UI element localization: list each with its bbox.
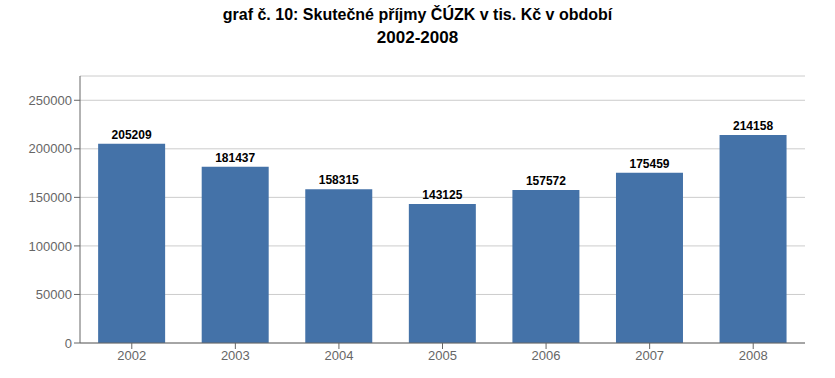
svg-text:158315: 158315 — [319, 173, 359, 187]
svg-text:0: 0 — [65, 336, 72, 351]
svg-text:200000: 200000 — [29, 141, 72, 156]
svg-text:205209: 205209 — [112, 128, 152, 142]
svg-text:143125: 143125 — [422, 188, 462, 202]
svg-text:250000: 250000 — [29, 93, 72, 108]
svg-text:157572: 157572 — [526, 174, 566, 188]
svg-text:150000: 150000 — [29, 190, 72, 205]
svg-text:50000: 50000 — [36, 287, 72, 302]
svg-text:2007: 2007 — [635, 348, 664, 363]
html-text:2002-2008: 2002-2008 — [376, 28, 459, 47]
svg-text:181437: 181437 — [215, 151, 255, 165]
svg-text:214158: 214158 — [733, 119, 773, 133]
svg-text:175459: 175459 — [629, 157, 669, 171]
svg-text:2004: 2004 — [324, 348, 353, 363]
svg-text:100000: 100000 — [29, 239, 72, 254]
svg-text:2003: 2003 — [221, 348, 250, 363]
html-text:graf č. 10: Skutečné příjmy ČÚ: graf č. 10: Skutečné příjmy ČÚZK v tis. … — [222, 6, 613, 23]
svg-text:2005: 2005 — [428, 348, 457, 363]
svg-text:2008: 2008 — [739, 348, 768, 363]
svg-text:2006: 2006 — [532, 348, 561, 363]
svg-text:2002: 2002 — [117, 348, 146, 363]
